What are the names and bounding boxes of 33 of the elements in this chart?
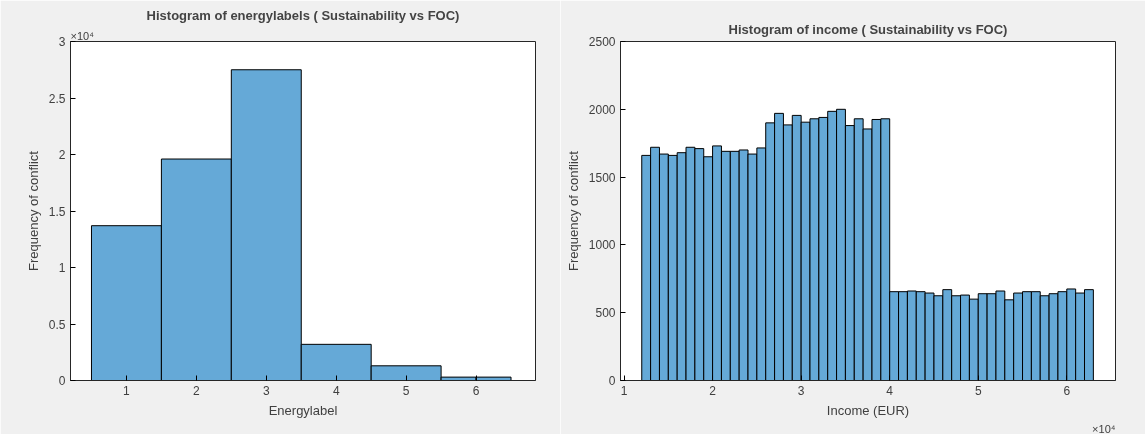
x-tick-label: 6 <box>472 383 480 398</box>
y-tick-label: 1.5 <box>48 204 66 219</box>
y-tick-label: 0 <box>58 374 66 388</box>
chart-title: Histogram of income ( Sustainability vs FOC) <box>728 21 1008 37</box>
x-tick-label: 6 <box>1063 383 1071 398</box>
x-tick-label: 3 <box>797 383 805 398</box>
x-axis-title: Income (EUR) <box>826 402 910 418</box>
y-tick-label: 0 <box>608 374 616 388</box>
x-tick-label: 5 <box>974 383 982 398</box>
x-tick-label: 1 <box>620 383 628 398</box>
y-tick-label: 0.5 <box>48 317 66 332</box>
y-tick-label: 2500 <box>588 35 616 49</box>
x-tick-label: 3 <box>262 383 270 398</box>
y-tick-label: 1500 <box>588 170 616 185</box>
x-tick-label: 5 <box>402 383 410 398</box>
x-tick-label: 1 <box>123 383 131 398</box>
y-axis-title: Frequency of conflict <box>25 150 41 271</box>
x-tick-label: 4 <box>332 383 340 398</box>
y-tick-label: 500 <box>595 306 616 321</box>
y-tick-label: 1000 <box>588 238 616 253</box>
y-tick-label: 2000 <box>588 102 616 117</box>
chart-title: Histogram of energylabels ( Sustainability vs FOC) <box>146 7 460 23</box>
y-axis-title: Frequency of conflict <box>565 150 581 271</box>
x-axis-title: Energylabel <box>268 402 338 418</box>
x-tick-label: 4 <box>886 383 894 398</box>
text: ×10⁴ <box>70 29 95 42</box>
y-tick-label: 1 <box>58 261 66 275</box>
x-tick-label: 2 <box>709 383 717 398</box>
y-tick-label: 2 <box>58 148 66 162</box>
y-tick-label: 2.5 <box>48 91 66 106</box>
text: ×10⁴ <box>1092 422 1116 434</box>
x-tick-label: 2 <box>193 383 201 398</box>
y-tick-label: 3 <box>58 35 66 49</box>
